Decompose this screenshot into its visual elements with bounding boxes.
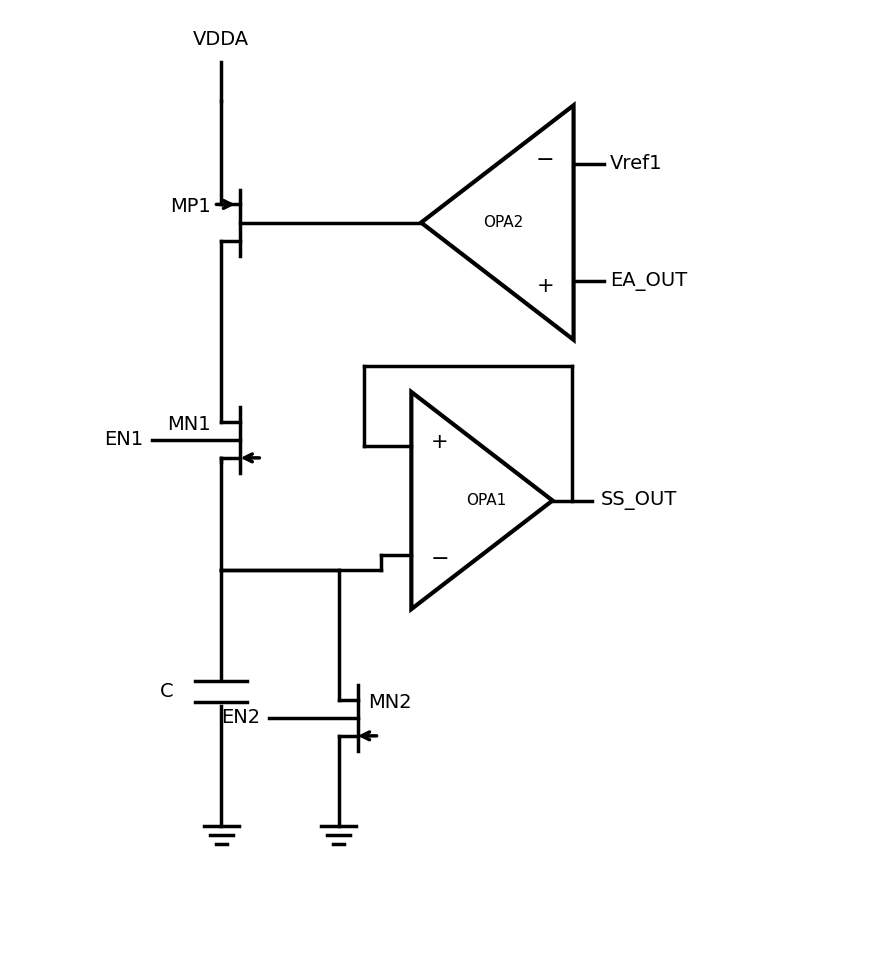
Text: EN2: EN2 xyxy=(221,708,260,727)
Text: EA_OUT: EA_OUT xyxy=(610,272,688,291)
Text: MP1: MP1 xyxy=(170,197,210,216)
Text: −: − xyxy=(536,149,554,170)
Text: C: C xyxy=(160,682,174,701)
Text: OPA2: OPA2 xyxy=(483,215,524,230)
Text: Vref1: Vref1 xyxy=(610,154,662,174)
Text: OPA1: OPA1 xyxy=(467,493,506,508)
Text: +: + xyxy=(431,432,448,451)
Text: MN2: MN2 xyxy=(368,692,412,712)
Text: +: + xyxy=(537,276,554,295)
Text: VDDA: VDDA xyxy=(193,30,249,49)
Text: MN1: MN1 xyxy=(168,414,210,434)
Text: SS_OUT: SS_OUT xyxy=(600,491,677,510)
Text: −: − xyxy=(431,549,449,569)
Text: EN1: EN1 xyxy=(104,430,143,449)
